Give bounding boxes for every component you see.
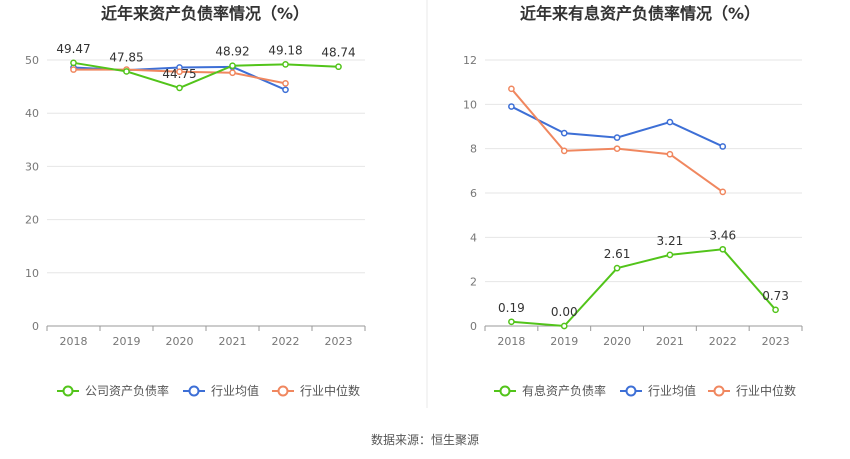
source-footer: 数据来源：恒生聚源 <box>371 432 479 447</box>
left-data-label: 48.92 <box>215 45 249 59</box>
right-point-company[interactable] <box>560 322 568 330</box>
right-x-tick-label: 2022 <box>709 335 737 348</box>
right-x-tick-label: 2023 <box>762 335 790 348</box>
left-legend-item-industry-median[interactable]: 行业中位数 <box>272 383 360 398</box>
right-chart-title: 近年来有息资产负债率情况（%） <box>520 4 760 23</box>
left-y-tick-label: 0 <box>32 320 39 333</box>
left-chart-title: 近年来资产负债率情况（%） <box>101 4 309 23</box>
left-y-tick-label: 50 <box>25 54 39 67</box>
left-x-tick-label: 2019 <box>113 335 141 348</box>
left-data-label: 47.85 <box>109 50 143 64</box>
right-point-industry-avg[interactable] <box>613 134 621 141</box>
left-legend-label: 行业中位数 <box>300 383 360 398</box>
left-point-industry-avg[interactable] <box>282 86 289 94</box>
right-y-tick-label: 6 <box>470 187 477 200</box>
right-point-industry-median[interactable] <box>508 85 515 93</box>
right-legend-swatch-marker <box>499 385 511 397</box>
left-data-label: 44.75 <box>162 67 196 81</box>
right-legend-label: 有息资产负债率 <box>522 383 606 398</box>
right-y-tick-label: 8 <box>470 143 477 156</box>
right-data-label: 2.61 <box>604 247 631 261</box>
left-legend-swatch-marker <box>188 385 200 397</box>
right-legend-item-industry-avg[interactable]: 行业均值 <box>620 383 696 398</box>
left-point-company[interactable] <box>335 63 342 71</box>
right-point-industry-avg[interactable] <box>719 143 727 150</box>
left-legend-swatch-marker <box>62 385 74 397</box>
left-point-company[interactable] <box>282 61 289 68</box>
right-series-line-company <box>511 248 777 328</box>
left-point-company[interactable] <box>176 84 183 92</box>
left-legend-item-company[interactable]: 公司资产负债率 <box>57 383 169 398</box>
right-point-company[interactable] <box>508 318 515 326</box>
left-x-tick-label: 2021 <box>219 335 247 348</box>
right-point-company[interactable] <box>666 251 674 259</box>
right-y-tick-label: 10 <box>463 98 477 111</box>
left-point-industry-median[interactable] <box>282 80 289 87</box>
left-x-tick-label: 2020 <box>166 335 194 348</box>
left-point-industry-median[interactable] <box>229 69 236 77</box>
left-point-company[interactable] <box>70 59 77 67</box>
right-legend-label: 行业中位数 <box>736 383 796 398</box>
left-y-tick-label: 10 <box>25 267 39 280</box>
right-point-industry-avg[interactable] <box>508 103 515 110</box>
right-y-tick-label: 0 <box>470 320 477 333</box>
left-x-tick-label: 2022 <box>272 335 300 348</box>
right-y-tick-label: 2 <box>470 276 477 289</box>
right-x-tick-label: 2020 <box>603 335 631 348</box>
left-y-tick-label: 20 <box>25 214 39 227</box>
right-point-industry-median[interactable] <box>719 188 727 196</box>
left-y-tick-label: 40 <box>25 107 39 120</box>
right-legend-swatch-marker <box>625 385 637 397</box>
right-data-label: 3.21 <box>657 234 684 248</box>
right-legend-swatch-marker <box>713 385 725 397</box>
right-point-industry-median[interactable] <box>666 150 674 158</box>
right-data-label: 0.00 <box>551 305 578 319</box>
right-point-company[interactable] <box>613 264 621 272</box>
right-point-industry-avg[interactable] <box>560 129 568 137</box>
right-point-industry-avg[interactable] <box>666 118 674 126</box>
right-data-label: 0.19 <box>498 301 525 315</box>
right-point-industry-median[interactable] <box>613 145 621 153</box>
left-x-tick-label: 2018 <box>60 335 88 348</box>
right-data-label: 3.46 <box>709 228 736 242</box>
right-x-tick-label: 2021 <box>656 335 684 348</box>
right-legend-item-company[interactable]: 有息资产负债率 <box>494 383 606 398</box>
left-data-label: 48.74 <box>321 46 355 60</box>
right-y-tick-label: 12 <box>463 54 477 67</box>
right-point-industry-median[interactable] <box>560 147 568 155</box>
left-data-label: 49.18 <box>268 43 302 57</box>
left-legend-item-industry-avg[interactable]: 行业均值 <box>183 383 259 398</box>
left-data-label: 49.47 <box>56 42 90 56</box>
left-point-company[interactable] <box>229 62 236 70</box>
right-legend-label: 行业均值 <box>648 383 696 398</box>
left-point-company[interactable] <box>123 68 130 75</box>
left-legend-label: 行业均值 <box>211 383 259 398</box>
right-point-company[interactable] <box>772 306 779 314</box>
left-legend-swatch-marker <box>277 385 289 397</box>
left-legend-label: 公司资产负债率 <box>85 383 169 398</box>
right-x-tick-label: 2018 <box>497 335 525 348</box>
right-x-tick-label: 2019 <box>550 335 578 348</box>
left-y-tick-label: 30 <box>25 160 39 173</box>
left-x-tick-label: 2023 <box>325 335 353 348</box>
right-legend-item-industry-median[interactable]: 行业中位数 <box>708 383 796 398</box>
right-chart-panel: 近年来有息资产负债率情况（%） 0 2 4 6 8 10 12 2018 2019 2020 202… <box>463 4 803 398</box>
right-data-label: 0.73 <box>762 289 789 303</box>
right-y-tick-label: 4 <box>470 231 477 244</box>
left-point-industry-median[interactable] <box>176 68 183 76</box>
left-series-line-company <box>73 61 339 89</box>
right-point-company[interactable] <box>719 245 727 253</box>
left-point-industry-median[interactable] <box>70 66 77 73</box>
left-chart-panel: 近年来资产负债率情况（%） 0 10 20 30 40 50 2018 2019 2020 202… <box>25 4 366 398</box>
